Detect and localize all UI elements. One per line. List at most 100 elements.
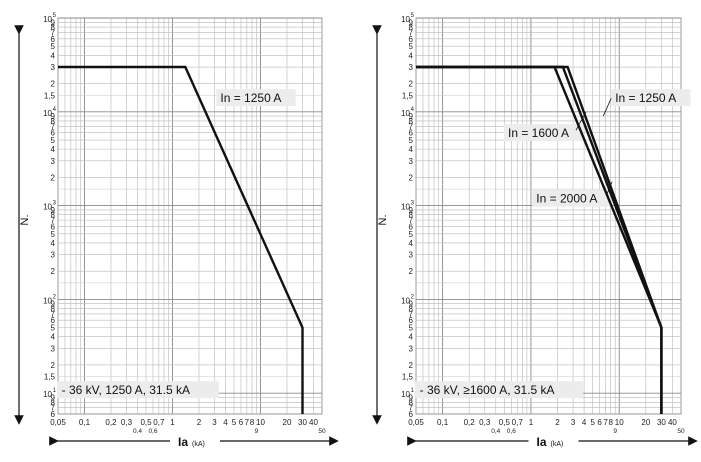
y-tick-label: 3 <box>409 344 414 353</box>
x-axis-unit: (kA) <box>551 441 564 448</box>
x-tick-label: 3 <box>571 418 576 427</box>
y-decade-base: 10 <box>43 390 52 399</box>
x-tick-label: 0,1 <box>437 418 449 427</box>
y-decade-base: 10 <box>43 109 52 118</box>
y-tick-label: 6 <box>51 129 56 138</box>
y-tick-label: 2 <box>409 267 414 276</box>
y-tick-label: 4 <box>51 145 56 154</box>
y-tick-label: 1,5 <box>44 91 56 100</box>
y-tick-label: 3 <box>409 63 414 72</box>
x-tick-label-minor: 9 <box>255 428 259 435</box>
y-tick-label: 8 <box>409 211 414 220</box>
y-tick-label: 8 <box>51 117 56 126</box>
x-tick-label: 0,05 <box>408 418 424 427</box>
y-tick-label: 5 <box>409 136 414 145</box>
y-decade-exponent: 4 <box>411 107 415 113</box>
x-tick-label-minor: 0,4 <box>491 428 500 435</box>
x-tick-label: 0,3 <box>121 418 133 427</box>
y-tick-label: 4 <box>51 239 56 248</box>
y-tick-label: 4 <box>51 333 56 342</box>
y-tick-label: 9 <box>409 112 414 121</box>
x-tick-label-minor: 0,6 <box>507 428 516 435</box>
x-tick-label: 0,05 <box>50 418 66 427</box>
y-decade-exponent: 4 <box>53 107 57 113</box>
y-tick-label: 6 <box>409 316 414 325</box>
annotation-background <box>611 89 691 107</box>
annotation-background <box>57 381 219 399</box>
annotation-background <box>216 89 296 107</box>
x-tick-label: 2 <box>555 418 560 427</box>
x-tick-label: 4 <box>582 418 587 427</box>
annotation-leader-line <box>602 97 612 117</box>
y-tick-label: 5 <box>409 324 414 333</box>
x-axis-label: Ia <box>536 435 546 449</box>
chart-panel-right: 67891,52345678923456789234567891,5234567… <box>372 13 698 449</box>
x-tick-label: 7 <box>245 418 250 427</box>
x-tick-label: 5 <box>590 418 595 427</box>
y-tick-label: 5 <box>51 230 56 239</box>
annotation-label: In = 1250 A <box>615 91 676 105</box>
y-decade-base: 10 <box>401 390 410 399</box>
annotation-label: - 36 kV, 1250 A, 31.5 kA <box>62 383 190 397</box>
annotation-leader-line <box>605 181 613 196</box>
plot-area <box>57 17 323 415</box>
x-tick-label: 6 <box>597 418 602 427</box>
y-tick-label: 2 <box>409 173 414 182</box>
y-tick-label: 9 <box>409 18 414 27</box>
y-axis-label: N. <box>377 215 389 226</box>
y-decade-base: 10 <box>401 296 410 305</box>
x-tick-label: 0,3 <box>479 418 491 427</box>
y-tick-label: 4 <box>409 239 414 248</box>
y-decade-exponent: 1 <box>53 388 57 394</box>
x-tick-label-minor: 9 <box>613 428 617 435</box>
series-line <box>58 65 304 414</box>
x-tick-label-minor: 0,6 <box>148 428 157 435</box>
x-tick-label: 7 <box>603 418 608 427</box>
chart-panel-left: 67891,52345678923456789234567891,5234567… <box>14 13 339 449</box>
x-tick-label: 0,2 <box>464 418 476 427</box>
y-tick-label: 6 <box>51 316 56 325</box>
y-tick-label: 6 <box>409 410 414 419</box>
y-tick-label: 4 <box>51 51 56 60</box>
y-tick-label: 8 <box>409 304 414 313</box>
y-tick-label: 7 <box>409 122 414 131</box>
y-tick-label: 8 <box>51 304 56 313</box>
y-tick-label: 6 <box>409 222 414 231</box>
x-tick-label: 30 <box>298 418 307 427</box>
x-tick-label: 40 <box>668 418 677 427</box>
x-tick-label: 5 <box>232 418 237 427</box>
y-decade-base: 10 <box>401 203 410 212</box>
y-tick-label: 6 <box>51 222 56 231</box>
y-tick-label: 9 <box>409 393 414 402</box>
y-tick-label: 1,5 <box>44 373 56 382</box>
annotation-background <box>532 189 612 207</box>
x-tick-label: 20 <box>283 418 292 427</box>
y-tick-label: 2 <box>51 267 56 276</box>
x-tick-label: 0,1 <box>79 418 91 427</box>
y-tick-label: 8 <box>51 23 56 32</box>
y-decade-exponent: 5 <box>411 13 415 19</box>
y-tick-label: 5 <box>409 230 414 239</box>
x-tick-label: 3 <box>212 418 217 427</box>
y-tick-label: 6 <box>409 129 414 138</box>
y-tick-label: 5 <box>51 42 56 51</box>
annotation-background <box>503 124 584 142</box>
y-tick-label: 3 <box>51 157 56 166</box>
x-tick-label: 4 <box>223 418 228 427</box>
y-decade-base: 10 <box>401 109 410 118</box>
series-line <box>416 65 663 414</box>
y-decade-base: 10 <box>43 296 52 305</box>
y-tick-label: 2 <box>51 361 56 370</box>
y-tick-label: 3 <box>409 157 414 166</box>
y-tick-label: 9 <box>51 300 56 309</box>
y-decade-exponent: 5 <box>53 13 57 19</box>
y-tick-label: 8 <box>409 117 414 126</box>
x-tick-label: 10 <box>256 418 265 427</box>
x-tick-label: 6 <box>239 418 244 427</box>
y-tick-label: 6 <box>51 410 56 419</box>
y-tick-label: 4 <box>409 145 414 154</box>
x-tick-label: 1 <box>170 418 175 427</box>
y-tick-label: 4 <box>409 51 414 60</box>
y-tick-label: 7 <box>409 404 414 413</box>
